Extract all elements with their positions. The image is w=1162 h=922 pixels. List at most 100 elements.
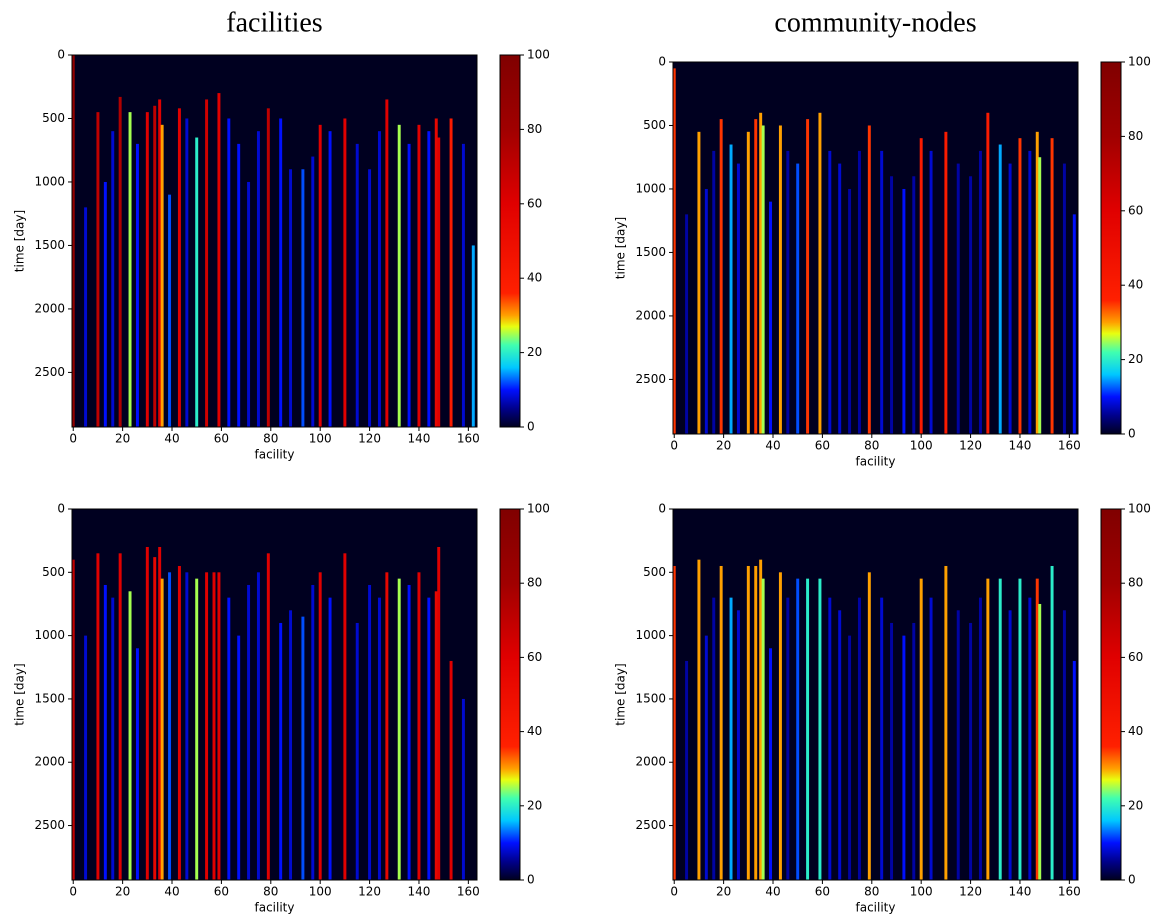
stripe bbox=[368, 584, 372, 880]
stripe bbox=[84, 207, 88, 427]
stripe bbox=[746, 131, 750, 434]
stripe bbox=[153, 105, 157, 428]
stripe bbox=[912, 176, 916, 434]
x-tick-label: 0 bbox=[69, 432, 77, 446]
x-tick-label: 20 bbox=[716, 439, 731, 453]
stripe bbox=[754, 565, 758, 880]
x-tick-label: 100 bbox=[309, 432, 332, 446]
stripe bbox=[848, 635, 852, 880]
stripe bbox=[461, 698, 465, 880]
x-tick-label: 140 bbox=[1009, 439, 1032, 453]
stripe bbox=[145, 112, 149, 427]
colorbar-tick-label: 100 bbox=[527, 48, 550, 62]
stripe bbox=[417, 572, 421, 880]
stripe bbox=[118, 553, 122, 880]
stripe bbox=[355, 622, 359, 880]
x-tick-label: 120 bbox=[358, 432, 381, 446]
stripe bbox=[177, 565, 181, 880]
x-tick-label: 60 bbox=[815, 439, 830, 453]
plot-frame bbox=[71, 54, 478, 428]
x-axis-label: facility bbox=[255, 901, 295, 915]
x-axis-label: facility bbox=[255, 448, 295, 462]
x-tick-label: 60 bbox=[214, 432, 229, 446]
x-tick-label: 0 bbox=[670, 885, 678, 899]
y-tick-label: 0 bbox=[57, 48, 65, 62]
panel-title: facilities bbox=[226, 7, 322, 38]
x-tick-label: 20 bbox=[115, 432, 130, 446]
stripe bbox=[407, 143, 411, 427]
stripe bbox=[867, 572, 871, 880]
panel: community-nodes 0 20 40 60 80 100 120 140 160 0 500… bbox=[614, 7, 1151, 468]
stripe bbox=[1035, 578, 1039, 880]
x-tick-label: 80 bbox=[263, 885, 278, 899]
stripe bbox=[471, 245, 475, 427]
stripe bbox=[318, 124, 322, 428]
stripe bbox=[227, 118, 231, 427]
stripe bbox=[1018, 138, 1022, 434]
stripe bbox=[729, 144, 733, 434]
stripe bbox=[848, 188, 852, 434]
x-tick-label: 120 bbox=[959, 439, 982, 453]
stripe bbox=[759, 112, 763, 435]
stripe bbox=[978, 597, 982, 880]
panel: 0 20 40 60 80 100 120 140 1600500100015002000250… bbox=[614, 502, 1151, 915]
stripe bbox=[729, 597, 733, 880]
stripe bbox=[135, 143, 139, 427]
stripe bbox=[786, 597, 790, 880]
stripe bbox=[256, 131, 260, 427]
plot-background bbox=[72, 509, 477, 880]
x-tick-label: 0 bbox=[69, 885, 77, 899]
stripe bbox=[778, 125, 782, 434]
stripe bbox=[168, 572, 172, 880]
stripe bbox=[769, 648, 773, 880]
stripe bbox=[761, 578, 765, 880]
stripe bbox=[343, 118, 347, 427]
stripe bbox=[195, 137, 199, 427]
stripe bbox=[1038, 157, 1042, 434]
stripe bbox=[919, 578, 923, 880]
stripe bbox=[328, 597, 332, 880]
x-tick-label: 120 bbox=[959, 885, 982, 899]
stripe bbox=[212, 572, 216, 880]
stripe bbox=[919, 138, 923, 434]
stripe bbox=[217, 572, 221, 880]
stripe bbox=[736, 163, 740, 435]
stripe bbox=[153, 557, 157, 880]
stripe bbox=[986, 578, 990, 880]
stripe bbox=[1038, 603, 1042, 880]
x-tick-label: 0 bbox=[670, 439, 678, 453]
stripe bbox=[838, 163, 842, 435]
stripe bbox=[857, 150, 861, 434]
y-tick-label: 2000 bbox=[34, 755, 65, 769]
stripe bbox=[368, 169, 372, 427]
colorbar bbox=[499, 508, 521, 881]
colorbar bbox=[1100, 61, 1122, 435]
colorbar-tick-label: 20 bbox=[527, 798, 542, 812]
stripe bbox=[328, 131, 332, 427]
y-tick-label: 0 bbox=[57, 502, 65, 516]
stripe bbox=[407, 584, 411, 880]
stripe bbox=[1062, 610, 1066, 880]
stripe bbox=[461, 143, 465, 427]
stripe bbox=[385, 572, 389, 880]
stripe bbox=[786, 150, 790, 434]
stripe bbox=[237, 635, 241, 880]
stripe bbox=[719, 119, 723, 434]
colorbar bbox=[499, 54, 521, 428]
y-axis-label: time [day] bbox=[13, 663, 27, 725]
x-axis-label: facility bbox=[856, 901, 896, 915]
stripe bbox=[247, 584, 251, 880]
x-tick-label: 140 bbox=[408, 432, 431, 446]
x-tick-label: 80 bbox=[864, 439, 879, 453]
stripe bbox=[1072, 214, 1076, 434]
x-tick-label: 80 bbox=[864, 885, 879, 899]
stripe bbox=[685, 660, 689, 880]
colorbar-tick-label: 80 bbox=[1128, 129, 1143, 143]
stripe bbox=[719, 565, 723, 880]
x-tick-label: 60 bbox=[214, 885, 229, 899]
stripe bbox=[880, 597, 884, 880]
colorbar-tick-label: 100 bbox=[527, 502, 550, 516]
y-tick-label: 1500 bbox=[635, 245, 666, 259]
stripe bbox=[1050, 565, 1054, 880]
